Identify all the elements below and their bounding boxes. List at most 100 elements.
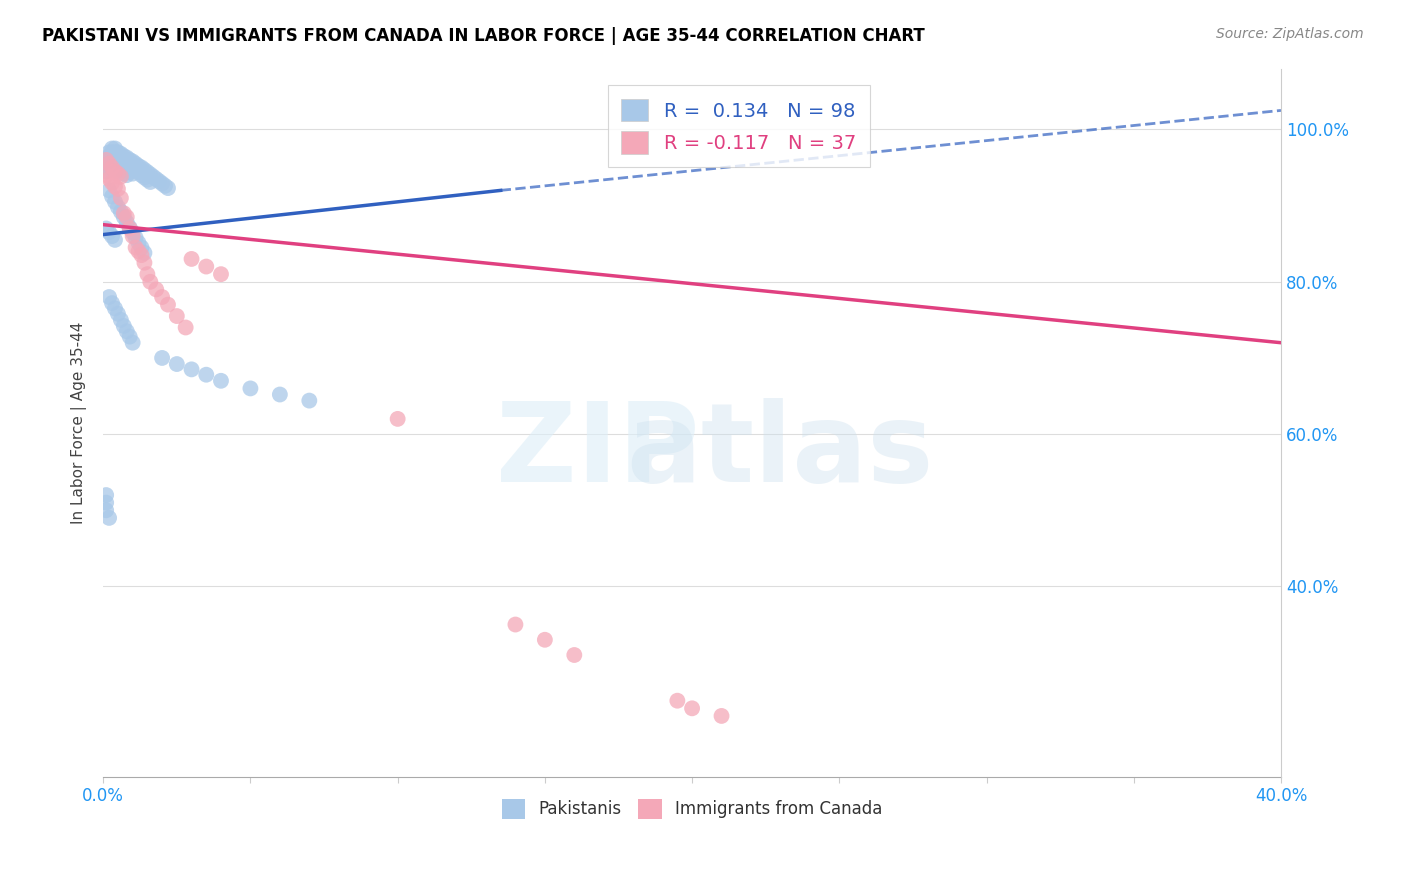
- Point: [115, 156, 138, 170]
- Point: [131, 248, 153, 262]
- Point: [180, 362, 202, 376]
- Point: [142, 169, 165, 184]
- Point: [150, 290, 173, 304]
- Point: [107, 153, 129, 167]
- Point: [139, 275, 162, 289]
- Point: [209, 374, 232, 388]
- Point: [104, 179, 127, 194]
- Point: [96, 488, 118, 502]
- Point: [134, 245, 156, 260]
- Point: [98, 157, 121, 171]
- Point: [107, 157, 129, 171]
- Point: [121, 154, 143, 169]
- Point: [128, 244, 150, 259]
- Point: [98, 290, 121, 304]
- Point: [115, 215, 138, 229]
- Point: [110, 191, 132, 205]
- Point: [96, 153, 118, 167]
- Point: [145, 282, 167, 296]
- Point: [121, 161, 143, 175]
- Point: [107, 182, 129, 196]
- Point: [156, 298, 179, 312]
- Legend: Pakistanis, Immigrants from Canada: Pakistanis, Immigrants from Canada: [495, 793, 889, 825]
- Text: PAKISTANI VS IMMIGRANTS FROM CANADA IN LABOR FORCE | AGE 35-44 CORRELATION CHART: PAKISTANI VS IMMIGRANTS FROM CANADA IN L…: [42, 27, 925, 45]
- Point: [104, 141, 127, 155]
- Point: [666, 694, 689, 708]
- Point: [104, 153, 127, 167]
- Point: [98, 153, 121, 167]
- Point: [101, 149, 124, 163]
- Point: [110, 156, 132, 170]
- Point: [96, 221, 118, 235]
- Point: [139, 168, 162, 182]
- Point: [96, 161, 118, 175]
- Point: [96, 496, 118, 510]
- Point: [104, 301, 127, 316]
- Point: [107, 149, 129, 163]
- Point: [195, 260, 218, 274]
- Point: [298, 393, 321, 408]
- Point: [112, 318, 135, 333]
- Point: [136, 267, 159, 281]
- Point: [150, 351, 173, 365]
- Point: [118, 220, 141, 235]
- Point: [101, 189, 124, 203]
- Point: [101, 161, 124, 175]
- Point: [101, 176, 124, 190]
- Point: [110, 152, 132, 166]
- Point: [166, 309, 188, 323]
- Point: [112, 149, 135, 163]
- Point: [150, 177, 173, 191]
- Point: [145, 172, 167, 186]
- Point: [98, 145, 121, 160]
- Point: [118, 159, 141, 173]
- Point: [134, 162, 156, 177]
- Point: [112, 210, 135, 224]
- Point: [110, 204, 132, 219]
- Point: [110, 313, 132, 327]
- Point: [115, 151, 138, 165]
- Point: [96, 157, 118, 171]
- Point: [121, 225, 143, 239]
- Point: [107, 164, 129, 178]
- Point: [710, 709, 733, 723]
- Point: [101, 145, 124, 160]
- Point: [128, 235, 150, 250]
- Point: [107, 307, 129, 321]
- Text: ZIP: ZIP: [496, 398, 700, 505]
- Point: [118, 153, 141, 167]
- Point: [115, 162, 138, 177]
- Point: [96, 153, 118, 167]
- Point: [96, 168, 118, 182]
- Point: [98, 157, 121, 171]
- Point: [153, 178, 176, 193]
- Point: [124, 230, 146, 244]
- Point: [112, 154, 135, 169]
- Point: [104, 164, 127, 178]
- Point: [98, 161, 121, 175]
- Point: [562, 648, 585, 662]
- Y-axis label: In Labor Force | Age 35-44: In Labor Force | Age 35-44: [72, 321, 87, 524]
- Point: [104, 145, 127, 160]
- Point: [131, 168, 153, 182]
- Point: [104, 161, 127, 175]
- Point: [139, 175, 162, 189]
- Point: [124, 157, 146, 171]
- Point: [110, 163, 132, 178]
- Point: [134, 256, 156, 270]
- Point: [98, 225, 121, 239]
- Point: [104, 233, 127, 247]
- Point: [148, 174, 170, 188]
- Point: [112, 206, 135, 220]
- Point: [128, 165, 150, 179]
- Point: [101, 157, 124, 171]
- Point: [124, 240, 146, 254]
- Point: [104, 194, 127, 209]
- Point: [134, 170, 156, 185]
- Point: [534, 632, 557, 647]
- Point: [115, 168, 138, 182]
- Point: [118, 329, 141, 343]
- Point: [681, 701, 703, 715]
- Point: [131, 240, 153, 254]
- Point: [180, 252, 202, 266]
